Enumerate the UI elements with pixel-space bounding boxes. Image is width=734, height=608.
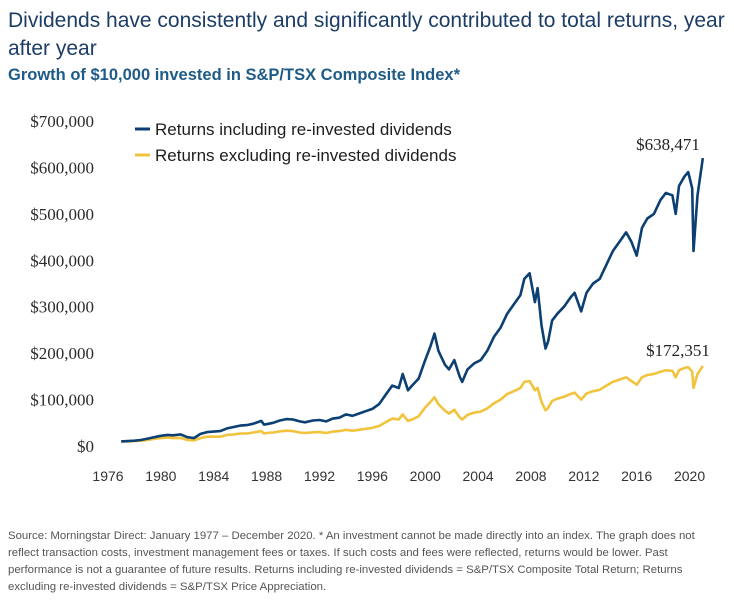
x-tick-label: 2004 [463, 468, 494, 484]
series-line-including-dividends [121, 157, 705, 443]
x-tick-label: 2012 [568, 468, 599, 484]
line-chart: $0 $100,000 $200,000 $300,000 $400,000 $500,0… [30, 112, 710, 484]
chart-title: Dividends have consistently and signific… [8, 9, 725, 60]
legend-label: Returns including re-invested dividends [155, 120, 452, 139]
y-tick-label: $400,000 [30, 251, 94, 270]
legend-label: Returns excluding re-invested dividends [155, 146, 456, 165]
series-end-value-label: $638,471 [636, 135, 700, 154]
y-tick-label: $700,000 [30, 112, 94, 131]
y-tick-label: $600,000 [30, 158, 94, 177]
x-tick-label: 1984 [198, 468, 229, 484]
y-tick-label: $100,000 [30, 391, 94, 410]
legend: Returns including re-invested dividends R… [135, 120, 456, 165]
y-tick-label: $500,000 [30, 205, 94, 224]
series-layer [121, 157, 705, 443]
x-tick-label: 2020 [674, 468, 705, 484]
x-tick-label: 1976 [92, 468, 123, 484]
x-axis: 1976 1980 1984 1988 1992 1996 2000 2004 2008 2012… [92, 468, 705, 484]
series-end-value-label: $172,351 [646, 341, 710, 360]
x-tick-label: 1996 [357, 468, 388, 484]
chart-subtitle: Growth of $10,000 invested in S&P/TSX Co… [8, 66, 461, 84]
series-line-excluding-dividends [121, 365, 704, 443]
x-tick-label: 1980 [145, 468, 176, 484]
x-tick-label: 1988 [251, 468, 282, 484]
source-footnote: Source: Morningstar Direct: January 1977… [8, 530, 695, 593]
x-tick-label: 2008 [515, 468, 546, 484]
x-tick-label: 1992 [304, 468, 335, 484]
y-tick-label: $0 [77, 437, 94, 456]
end-labels: $638,471 $172,351 [636, 135, 710, 360]
x-tick-label: 2000 [410, 468, 441, 484]
y-tick-label: $300,000 [30, 298, 94, 317]
y-axis: $0 $100,000 $200,000 $300,000 $400,000 $500,0… [30, 112, 94, 456]
y-tick-label: $200,000 [30, 344, 94, 363]
x-tick-label: 2016 [621, 468, 652, 484]
